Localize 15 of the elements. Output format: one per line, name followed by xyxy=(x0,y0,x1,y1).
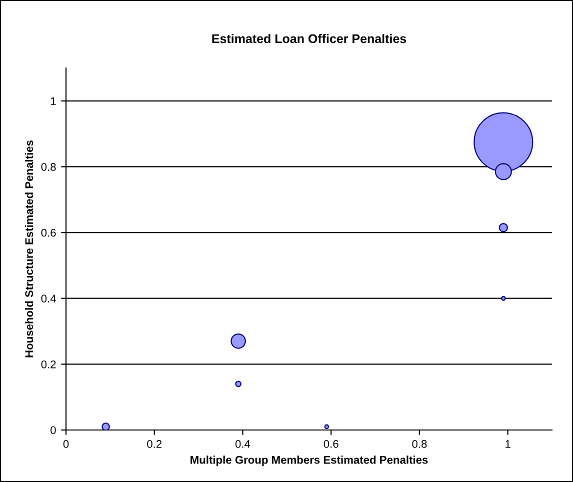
y-tick-label: 0.2 xyxy=(41,360,56,368)
x-axis-title: Multiple Group Members Estimated Penalties xyxy=(190,456,428,466)
y-tick-label: 0.8 xyxy=(41,162,56,171)
y-tick-label: 0.4 xyxy=(41,294,56,302)
x-tick-label: 1 xyxy=(506,440,510,448)
x-tick-label: 0 xyxy=(63,440,69,448)
x-tick-label: 0.2 xyxy=(147,440,162,448)
chart-title: Estimated Loan Officer Penalties xyxy=(212,34,406,44)
x-tick-label: 0.8 xyxy=(412,440,427,448)
y-tick-label: 0.6 xyxy=(41,228,56,237)
x-tick-label: 0.4 xyxy=(235,440,250,448)
x-tick-label: 0.6 xyxy=(324,440,338,448)
y-tick-label: 1 xyxy=(50,97,56,105)
y-tick-label: 0 xyxy=(50,426,56,434)
y-axis-title: Household Structure Estimated Penalties xyxy=(24,140,34,358)
